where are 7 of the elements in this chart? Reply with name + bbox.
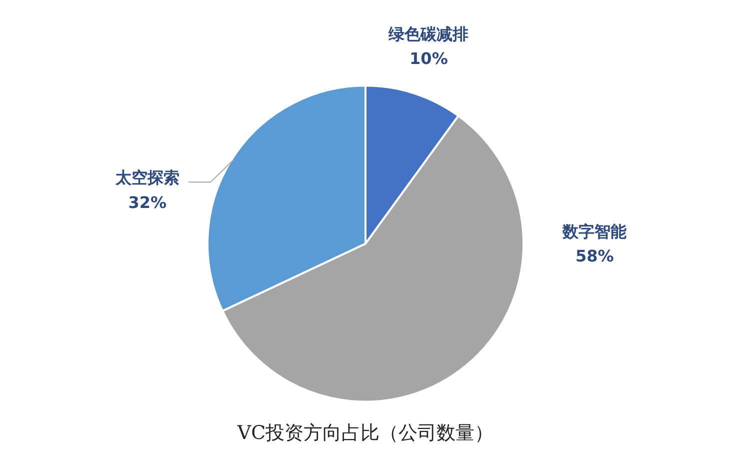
text: VC投资方向占比（公司数量） bbox=[236, 422, 494, 444]
slice-label: 数字智能 bbox=[562, 222, 627, 241]
data-label: 10% bbox=[410, 49, 448, 68]
slice-label: 绿色碳减排 bbox=[388, 24, 469, 44]
data-label: 58% bbox=[575, 246, 614, 266]
slice-label: 太空探索 bbox=[114, 168, 180, 188]
data-label: 32% bbox=[128, 192, 167, 212]
